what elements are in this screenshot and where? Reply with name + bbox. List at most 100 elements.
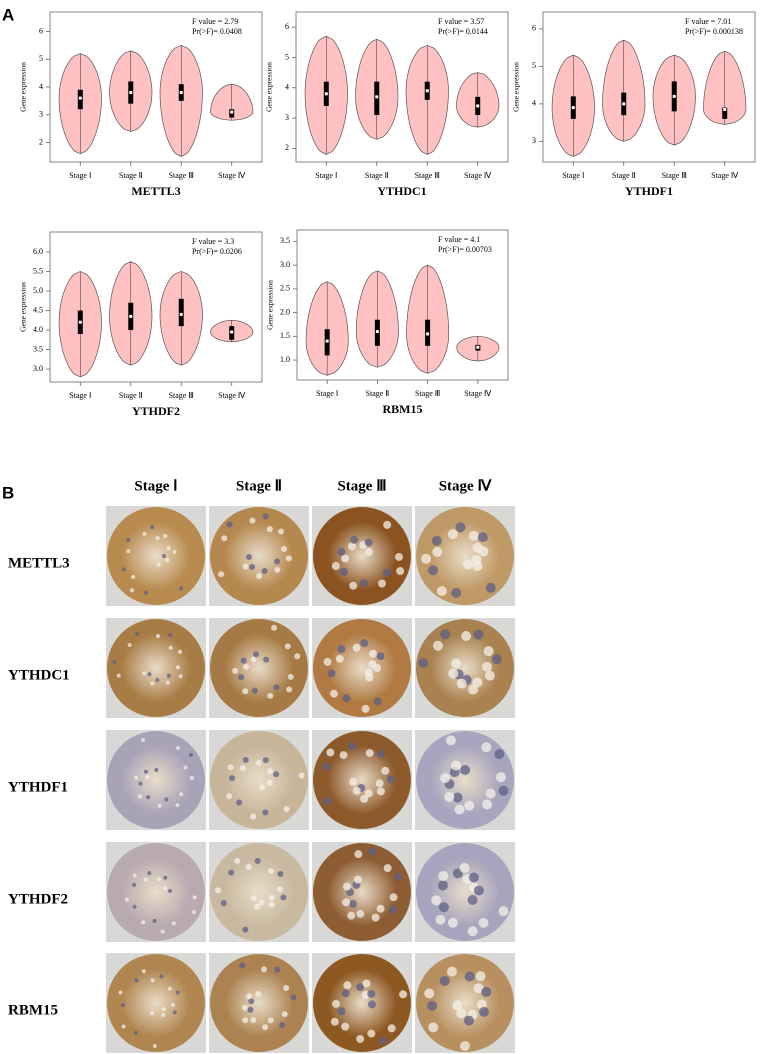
- y-axis-label: Gene expression: [266, 280, 275, 330]
- cell: [134, 978, 139, 983]
- cell: [361, 704, 370, 713]
- cell: [444, 791, 455, 802]
- cell: [259, 784, 266, 791]
- cell: [215, 887, 222, 894]
- cell: [461, 631, 472, 642]
- cell: [473, 629, 484, 640]
- cell: [251, 687, 258, 694]
- row-header: RBM15: [8, 1002, 58, 1018]
- cell: [473, 885, 484, 896]
- cell: [165, 680, 170, 685]
- cell: [261, 567, 268, 574]
- median: [672, 94, 676, 98]
- cell: [367, 1000, 376, 1009]
- cell: [280, 894, 287, 901]
- cell: [371, 913, 380, 922]
- cell: [284, 643, 291, 650]
- cell: [452, 1000, 463, 1011]
- cell: [354, 850, 363, 859]
- cell: [481, 742, 492, 753]
- cell: [178, 586, 183, 591]
- cell: [263, 656, 270, 663]
- x-tick-label: Stage Ⅲ: [415, 389, 440, 398]
- cell: [343, 981, 352, 990]
- cell: [352, 643, 361, 652]
- plot-frame: [295, 11, 509, 163]
- cell: [342, 898, 351, 907]
- cell: [485, 788, 496, 799]
- cell: [132, 882, 137, 887]
- median: [179, 91, 183, 95]
- cell: [446, 966, 457, 977]
- cell: [468, 530, 479, 541]
- cell: [126, 538, 131, 542]
- cell: [274, 566, 281, 573]
- median: [571, 106, 575, 110]
- cell: [364, 547, 373, 556]
- y-tick-label: 1.0: [280, 355, 290, 364]
- x-tick-label: Stage Ⅰ: [315, 171, 337, 180]
- cell: [460, 765, 471, 776]
- cell: [377, 579, 386, 588]
- cell: [472, 560, 483, 571]
- cell: [167, 986, 172, 991]
- cell: [342, 882, 351, 891]
- cell: [274, 966, 281, 973]
- median: [375, 330, 379, 334]
- cell: [337, 1007, 346, 1016]
- cell: [247, 1006, 254, 1013]
- cell: [439, 975, 450, 986]
- chart-title: METTL3: [131, 184, 180, 198]
- cell: [234, 857, 241, 864]
- cell: [478, 917, 489, 928]
- cell: [218, 571, 225, 578]
- cell: [494, 749, 505, 760]
- cell: [134, 775, 139, 780]
- cell: [348, 742, 357, 751]
- cell: [327, 669, 336, 678]
- cell: [141, 920, 146, 925]
- cell: [266, 779, 273, 786]
- cell: [447, 917, 458, 928]
- y-tick-label: 5.5: [33, 266, 43, 275]
- cell: [118, 990, 123, 995]
- cell: [163, 875, 168, 880]
- cell: [368, 649, 377, 658]
- cell: [161, 1007, 166, 1012]
- cell: [341, 1022, 350, 1031]
- cell: [283, 806, 290, 813]
- cell: [157, 803, 162, 808]
- y-tick-label: 4.0: [33, 325, 43, 334]
- median: [325, 339, 329, 343]
- cell: [243, 663, 250, 670]
- cell: [362, 979, 371, 988]
- annotation: F value = 3.57: [438, 17, 484, 26]
- cell: [267, 692, 274, 699]
- cell: [240, 657, 247, 664]
- cell: [129, 588, 134, 593]
- cell: [498, 906, 509, 917]
- cell: [376, 904, 385, 913]
- cell: [146, 795, 151, 800]
- annotation: Pr(>F)= 0.0206: [192, 247, 242, 256]
- median: [230, 330, 234, 334]
- cell: [431, 895, 442, 906]
- cell: [281, 546, 288, 553]
- ihc-image: [210, 507, 308, 605]
- cell: [383, 864, 392, 873]
- cell: [253, 651, 260, 658]
- cell: [381, 766, 390, 775]
- cell: [491, 654, 502, 665]
- cell: [254, 858, 261, 865]
- cell: [191, 910, 196, 915]
- y-axis-label: Gene expression: [19, 282, 28, 332]
- cell: [440, 773, 451, 784]
- ihc-image: [416, 507, 514, 605]
- panel-label: A: [2, 5, 14, 24]
- y-tick-label: 5: [285, 52, 289, 61]
- y-tick-label: 3.0: [280, 260, 290, 269]
- ihc-image: [107, 507, 205, 605]
- cell: [448, 668, 459, 679]
- cell: [271, 624, 278, 631]
- cell: [464, 971, 475, 982]
